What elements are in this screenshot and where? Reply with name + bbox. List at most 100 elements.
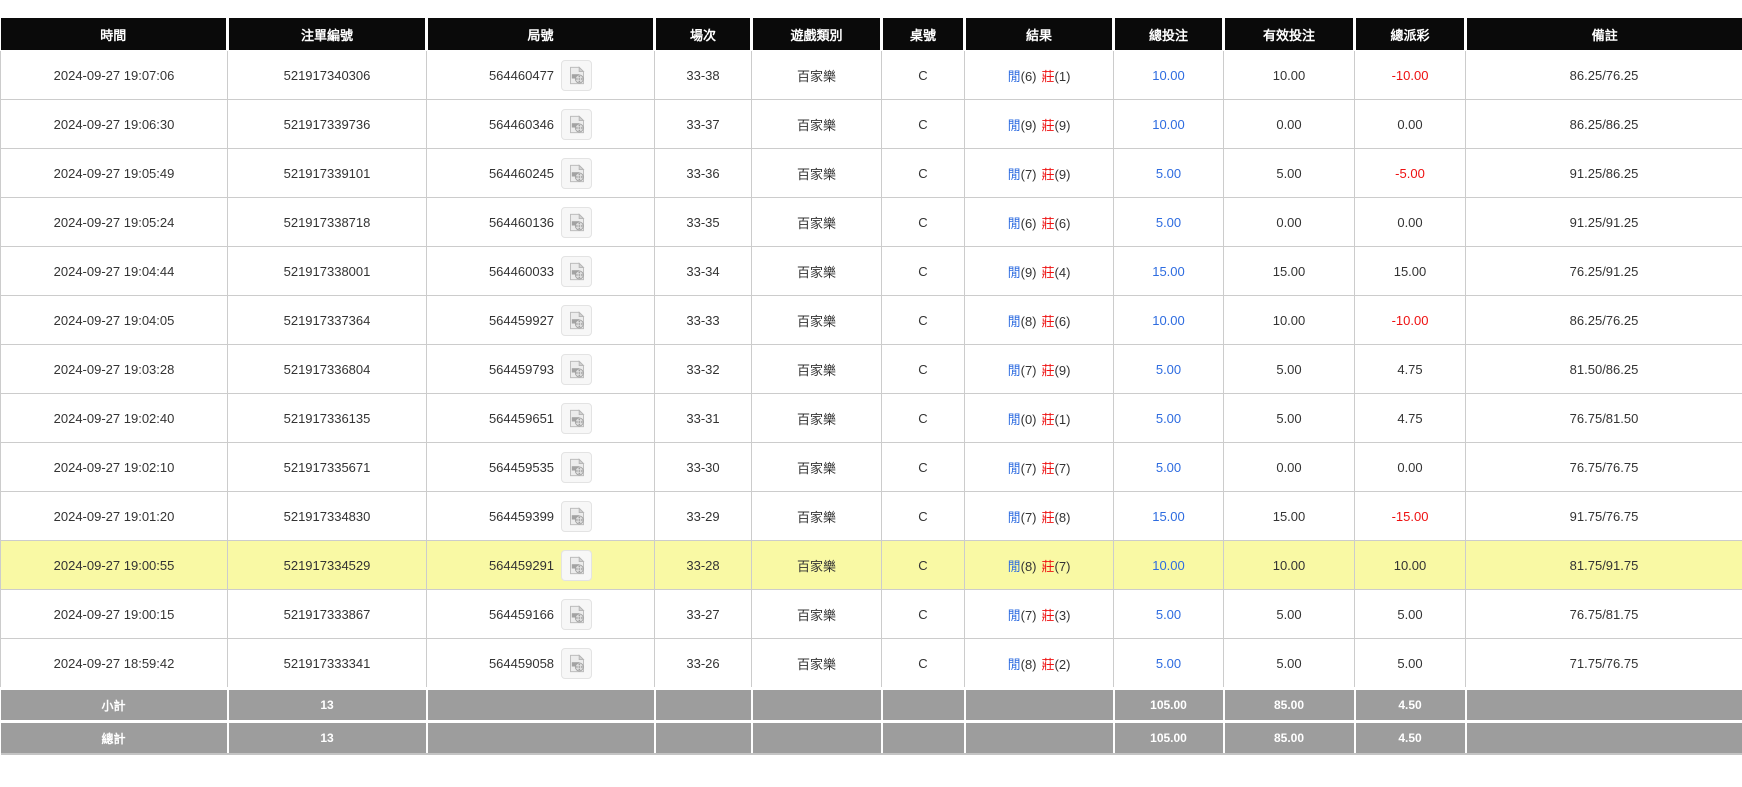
cell-round-no: 564460136 bbox=[426, 197, 655, 247]
result-player-score: (9) bbox=[1020, 117, 1037, 133]
table-row-selected[interactable]: 2024-09-27 19:00:55 521917334529 564459291… bbox=[0, 540, 1742, 590]
cell-total-bet: 5.00 bbox=[1113, 148, 1224, 198]
result-banker-score: (6) bbox=[1054, 313, 1071, 329]
video-replay-button[interactable] bbox=[561, 304, 593, 336]
cell-session: 33-37 bbox=[654, 99, 752, 149]
round-no-wrap: 564459058 bbox=[489, 647, 593, 679]
column-header-round_no: 局號 bbox=[425, 18, 655, 51]
round-no-value: 564460245 bbox=[488, 165, 555, 181]
round-no-wrap: 564460346 bbox=[488, 108, 593, 140]
cell-game-type: 百家樂 bbox=[751, 99, 882, 149]
cell-result: 閒(0) 莊(1) bbox=[964, 393, 1114, 443]
cell-remark: 91.75/76.75 bbox=[1465, 491, 1742, 541]
cell-session: 33-29 bbox=[654, 491, 752, 541]
video-replay-button[interactable] bbox=[561, 59, 593, 91]
cell-game-type: 百家樂 bbox=[751, 442, 882, 492]
cell-round-no: 564460346 bbox=[426, 99, 655, 149]
cell-result: 閒(8) 莊(2) bbox=[964, 638, 1114, 689]
column-header-remark: 備註 bbox=[1464, 18, 1742, 51]
round-no-value: 564460033 bbox=[488, 263, 555, 279]
cell-time: 2024-09-27 18:59:42 bbox=[0, 638, 228, 689]
result-player-score: (0) bbox=[1020, 411, 1037, 427]
cell-time: 2024-09-27 19:06:30 bbox=[0, 99, 228, 149]
cell-result: 閒(6) 莊(6) bbox=[964, 197, 1114, 247]
cell-table-no: C bbox=[881, 148, 965, 198]
result-banker-score: (4) bbox=[1054, 264, 1071, 280]
round-no-wrap: 564460245 bbox=[488, 157, 593, 189]
cell-time: 2024-09-27 19:02:10 bbox=[0, 442, 228, 492]
cell-time: 2024-09-27 19:04:44 bbox=[0, 246, 228, 296]
footer-empty-remark bbox=[1464, 687, 1742, 722]
table-row[interactable]: 2024-09-27 19:01:20 521917334830 564459399… bbox=[0, 491, 1742, 541]
result-banker-score: (7) bbox=[1054, 460, 1071, 476]
video-replay-button[interactable] bbox=[561, 500, 593, 532]
round-no-value: 564460477 bbox=[488, 67, 555, 83]
cell-valid-bet: 10.00 bbox=[1223, 295, 1355, 345]
cell-session: 33-36 bbox=[654, 148, 752, 198]
cell-bet-id: 521917336135 bbox=[227, 393, 427, 443]
cell-table-no: C bbox=[881, 442, 965, 492]
cell-bet-id: 521917339736 bbox=[227, 99, 427, 149]
table-row[interactable]: 2024-09-27 19:04:05 521917337364 564459927… bbox=[0, 295, 1742, 345]
cell-result: 閒(6) 莊(1) bbox=[964, 50, 1114, 100]
footer-empty-round bbox=[425, 687, 655, 722]
cell-table-no: C bbox=[881, 99, 965, 149]
bet-history-table: 時間 注單編號 局號 場次 遊戲類別 桌號 結果 總投注 有效投注 總派彩 備註 2024-09-2… bbox=[0, 18, 1742, 755]
result-banker-score: (9) bbox=[1054, 166, 1071, 182]
cell-bet-id: 521917339101 bbox=[227, 148, 427, 198]
cell-result: 閒(7) 莊(9) bbox=[964, 344, 1114, 394]
video-replay-button[interactable] bbox=[561, 451, 593, 483]
cell-total-bet: 10.00 bbox=[1113, 99, 1224, 149]
round-no-wrap: 564460033 bbox=[488, 255, 593, 287]
round-no-value: 564459651 bbox=[488, 410, 555, 426]
result-banker-label: 莊 bbox=[1041, 166, 1055, 182]
cell-session: 33-38 bbox=[654, 50, 752, 100]
footer-payout: 4.50 bbox=[1353, 720, 1466, 755]
result-player-score: (8) bbox=[1020, 558, 1037, 574]
video-replay-button[interactable] bbox=[561, 549, 593, 581]
table-row[interactable]: 2024-09-27 19:06:30 521917339736 564460346… bbox=[0, 99, 1742, 149]
video-replay-button[interactable] bbox=[561, 108, 593, 140]
table-row[interactable]: 2024-09-27 19:04:44 521917338001 564460033… bbox=[0, 246, 1742, 296]
round-no-value: 564460346 bbox=[488, 116, 555, 132]
table-row[interactable]: 2024-09-27 19:02:10 521917335671 564459535… bbox=[0, 442, 1742, 492]
column-header-valid_bet: 有效投注 bbox=[1222, 18, 1355, 51]
result-banker-score: (2) bbox=[1054, 656, 1071, 672]
video-replay-button[interactable] bbox=[561, 157, 593, 189]
video-replay-icon bbox=[568, 163, 586, 183]
video-replay-button[interactable] bbox=[561, 353, 593, 385]
round-no-wrap: 564459399 bbox=[489, 500, 593, 532]
cell-bet-id: 521917333867 bbox=[227, 589, 427, 639]
cell-valid-bet: 5.00 bbox=[1223, 638, 1355, 689]
cell-bet-id: 521917340306 bbox=[227, 50, 427, 100]
table-row[interactable]: 2024-09-27 19:07:06 521917340306 564460477… bbox=[0, 50, 1742, 100]
table-row[interactable]: 2024-09-27 19:03:28 521917336804 564459793… bbox=[0, 344, 1742, 394]
cell-bet-id: 521917336804 bbox=[227, 344, 427, 394]
round-no-value: 564459166 bbox=[488, 606, 555, 622]
video-replay-button[interactable] bbox=[561, 598, 593, 630]
column-header-total_bet: 總投注 bbox=[1112, 18, 1224, 51]
cell-payout: -15.00 bbox=[1354, 491, 1466, 541]
table-row[interactable]: 2024-09-27 18:59:42 521917333341 564459058… bbox=[0, 638, 1742, 689]
cell-payout: -10.00 bbox=[1354, 50, 1466, 100]
cell-session: 33-35 bbox=[654, 197, 752, 247]
cell-result: 閒(7) 莊(9) bbox=[964, 148, 1114, 198]
result-banker-label: 莊 bbox=[1041, 411, 1055, 427]
cell-round-no: 564459291 bbox=[426, 540, 655, 590]
video-replay-button[interactable] bbox=[561, 255, 593, 287]
table-row[interactable]: 2024-09-27 19:05:49 521917339101 564460245… bbox=[0, 148, 1742, 198]
video-replay-button[interactable] bbox=[561, 402, 593, 434]
video-replay-icon bbox=[568, 65, 586, 85]
cell-result: 閒(7) 莊(3) bbox=[964, 589, 1114, 639]
video-replay-button[interactable] bbox=[561, 206, 593, 238]
cell-game-type: 百家樂 bbox=[751, 148, 882, 198]
table-row[interactable]: 2024-09-27 19:02:40 521917336135 564459651… bbox=[0, 393, 1742, 443]
table-row[interactable]: 2024-09-27 19:05:24 521917338718 564460136… bbox=[0, 197, 1742, 247]
cell-payout: 0.00 bbox=[1354, 197, 1466, 247]
table-row[interactable]: 2024-09-27 19:00:15 521917333867 564459166… bbox=[0, 589, 1742, 639]
cell-valid-bet: 5.00 bbox=[1223, 589, 1355, 639]
column-header-session: 場次 bbox=[653, 18, 752, 51]
video-replay-button[interactable] bbox=[561, 647, 593, 679]
cell-result: 閒(7) 莊(7) bbox=[964, 442, 1114, 492]
cell-time: 2024-09-27 19:05:49 bbox=[0, 148, 228, 198]
